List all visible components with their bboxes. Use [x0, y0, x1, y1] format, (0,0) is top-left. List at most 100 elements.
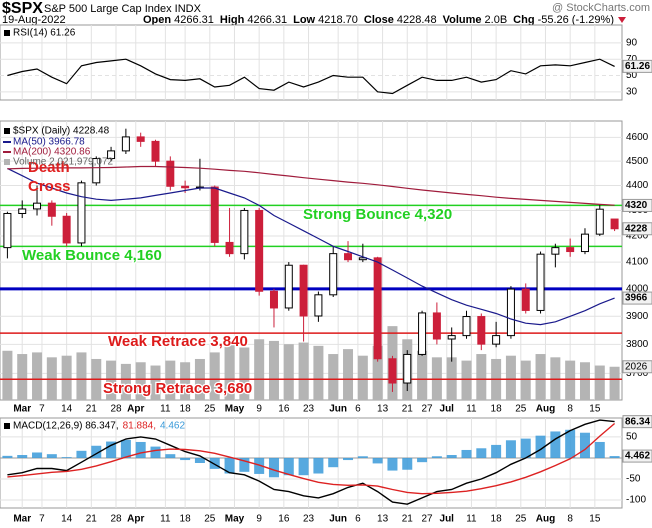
histogram-bar	[520, 438, 531, 458]
x-tick-label: 18	[180, 404, 192, 415]
legend-label: MACD(12,26,9) 86.347,	[13, 421, 119, 432]
histogram-bar	[535, 435, 546, 458]
volume-bar	[328, 354, 339, 400]
x-tick-label: 28	[110, 404, 122, 415]
histogram-bar	[387, 457, 398, 471]
histogram-bar	[268, 457, 279, 478]
histogram-bar	[476, 448, 487, 458]
volume-bar	[372, 345, 383, 400]
candle-body	[388, 358, 397, 384]
x-tick-label: 11	[160, 404, 171, 415]
candle-body	[181, 185, 190, 189]
moving-average	[7, 167, 615, 326]
histogram-bar	[91, 445, 102, 458]
histogram-bar	[402, 457, 413, 470]
histogram-bar	[550, 431, 561, 458]
x-tick-label: Mar	[13, 514, 31, 525]
candle-body	[551, 247, 560, 255]
candle-body	[566, 247, 575, 253]
panel	[0, 121, 622, 400]
x-tick-label: 11	[466, 514, 477, 525]
volume-bar	[343, 349, 354, 400]
candle-body	[521, 288, 530, 311]
macd-frame	[0, 417, 623, 509]
y-tick-label: 4400	[626, 180, 649, 191]
x-tick-label: 9	[256, 404, 262, 415]
histogram-bar	[283, 457, 294, 476]
y-tick-label: 4500	[626, 156, 649, 167]
volume-bar	[579, 362, 590, 400]
axis-marker	[622, 222, 652, 236]
histogram-bar	[61, 457, 72, 458]
stat-value: 4266.31	[247, 14, 287, 26]
histogram-bar	[239, 457, 250, 472]
volume-bar	[609, 366, 620, 400]
y-tick-label: -50	[626, 474, 641, 485]
x-tick-label: May	[225, 404, 245, 415]
histogram-bar	[194, 457, 205, 463]
histogram-bar	[505, 440, 516, 458]
histogram-bar	[150, 446, 161, 458]
candle-body	[580, 233, 589, 253]
histogram-bar	[446, 455, 457, 458]
y-tick-label: 70	[626, 54, 638, 65]
panel	[0, 418, 622, 508]
x-tick-label: 28	[110, 514, 122, 525]
legend-label: MA(200) 4320.86	[13, 147, 91, 158]
volume-bar	[254, 339, 265, 400]
candle-body	[47, 202, 56, 217]
stat-value: 4218.70	[318, 14, 358, 26]
stat-label: Close	[364, 14, 394, 26]
x-tick-label: Apr	[127, 514, 144, 525]
candle-body	[269, 290, 278, 309]
x-tick-label: 6	[355, 404, 361, 415]
axis-marker	[622, 360, 652, 374]
histogram-bar	[565, 429, 576, 458]
axis-marker	[622, 415, 652, 429]
volume-bar	[268, 340, 279, 400]
candle-body	[166, 160, 175, 187]
axis-marker	[622, 291, 652, 305]
volume-bar	[520, 360, 531, 400]
x-tick-label: 9	[256, 514, 262, 525]
candle-body	[462, 316, 471, 337]
axis-marker-label: 4.462	[625, 451, 650, 462]
histogram-bar	[417, 457, 428, 463]
stat-value: 4266.31	[174, 14, 214, 26]
x-tick-label: 18	[180, 514, 192, 525]
x-tick-label: Apr	[127, 404, 144, 415]
volume-bar	[135, 362, 146, 400]
candle-body	[299, 264, 308, 317]
level-label: Weak Bounce 4,160	[22, 247, 162, 264]
candle-body	[329, 253, 338, 296]
candle-body	[92, 158, 101, 184]
axis-marker-label: 2026	[625, 361, 648, 372]
legend-label: 81.884,	[123, 421, 156, 432]
histogram-bar	[17, 455, 28, 458]
volume-bar	[239, 347, 250, 400]
histogram-bar	[357, 456, 368, 458]
level-label: Strong Bounce 4,320	[303, 206, 452, 223]
x-tick-label: 25	[204, 514, 216, 525]
x-tick-label: Jun	[329, 404, 347, 415]
x-tick-label: Jul	[440, 514, 455, 525]
moving-average	[7, 165, 615, 206]
macd-line	[7, 419, 615, 505]
level-label: Strong Retrace 3,680	[103, 380, 252, 397]
stat-value: 2.0B	[485, 14, 508, 26]
y-tick-label: -100	[626, 495, 646, 506]
histogram-bar	[343, 457, 354, 461]
candle-body	[373, 257, 382, 360]
x-tick-label: 25	[204, 404, 216, 415]
candle-body	[418, 312, 427, 355]
histogram-bar	[313, 457, 324, 474]
y-tick-label: 50	[626, 70, 638, 81]
source: @ StockCharts.com	[552, 2, 650, 14]
candle-body	[240, 209, 249, 255]
candle-body	[447, 335, 456, 340]
x-tick-label: 27	[421, 404, 433, 415]
candle-body	[477, 316, 486, 345]
x-tick-label: 13	[377, 514, 389, 525]
candle-body	[344, 253, 353, 261]
volume-bar	[476, 354, 487, 400]
